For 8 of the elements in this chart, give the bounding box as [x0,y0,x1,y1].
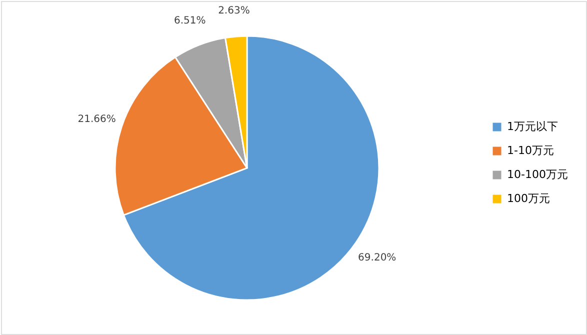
legend-label: 1-10万元 [507,144,554,157]
legend-label: 100万元 [507,192,550,205]
data-label: 2.63% [218,6,250,17]
data-label: 21.66% [78,114,116,125]
legend-label: 1万元以下 [507,120,558,133]
data-label: 6.51% [174,16,206,27]
legend-label: 10-100万元 [507,168,568,181]
data-label: 69.20% [358,252,396,264]
